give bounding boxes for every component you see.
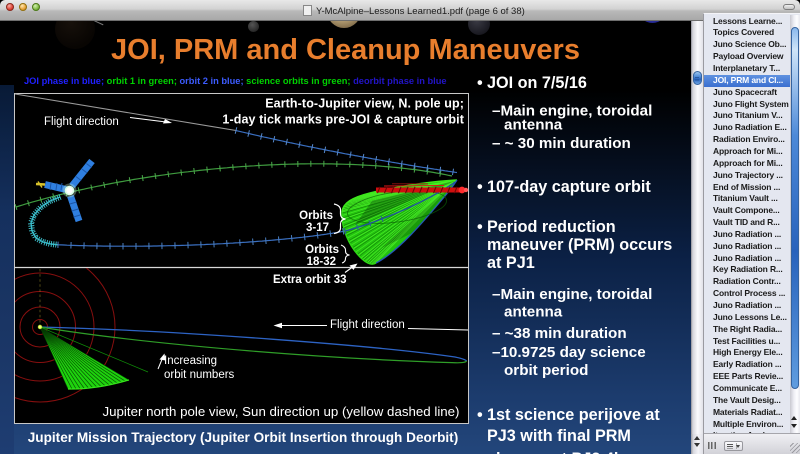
svg-text:JOI on 7/5/16: JOI on 7/5/16 [487,74,587,92]
svg-text:1st science perijove at: 1st science perijove at [487,406,660,424]
svg-text:orbit numbers: orbit numbers [164,369,235,381]
svg-text:1-day tick marks pre-JOI & cap: 1-day tick marks pre-JOI & capture orbit [222,113,464,127]
svg-text:Flight direction: Flight direction [44,116,119,128]
svg-text:–10.9725 day science: –10.9725 day science [492,344,646,361]
svg-text:antenna: antenna [504,117,563,134]
svg-text:maneuver (PRM) occurs: maneuver (PRM) occurs [487,236,672,254]
svg-text:– ~ 30 min duration: – ~ 30 min duration [492,135,631,152]
svg-text:PJ3 with final PRM: PJ3 with final PRM [487,427,631,445]
svg-text:•: • [477,406,483,424]
svg-text:Period reduction: Period reduction [487,218,616,236]
svg-text:•: • [477,218,483,236]
svg-text:–Main engine, toroidal: –Main engine, toroidal [492,103,652,120]
svg-text:Jupiter Mission Trajectory (Ju: Jupiter Mission Trajectory (Jupiter Orbi… [28,430,459,445]
svg-text:107-day capture orbit: 107-day capture orbit [487,178,651,196]
svg-text:Orbits: Orbits [305,244,339,256]
svg-text:antenna: antenna [504,304,563,321]
svg-text:orbit period: orbit period [504,362,588,379]
svg-text:3-17: 3-17 [306,222,329,234]
svg-text:•: • [477,178,483,196]
svg-text:at PJ1: at PJ1 [487,254,535,272]
svg-text:Increasing: Increasing [164,355,217,367]
svg-text:•: • [477,74,483,92]
svg-text:– ~38 min duration: – ~38 min duration [492,325,627,342]
svg-text:Flight direction: Flight direction [330,319,405,331]
svg-text:Earth-to-Jupiter view, N. pole: Earth-to-Jupiter view, N. pole up; [265,97,464,111]
svg-text:–Main engine, toroidal: –Main engine, toroidal [492,286,652,303]
svg-text:18-32: 18-32 [307,256,336,268]
svg-text:Jupiter north pole view, Sun d: Jupiter north pole view, Sun direction u… [102,404,459,419]
svg-text:cleanup at PJ2 4h: cleanup at PJ2 4h [487,450,624,454]
svg-text:Extra orbit 33: Extra orbit 33 [273,274,347,286]
svg-text:Orbits: Orbits [299,210,333,222]
